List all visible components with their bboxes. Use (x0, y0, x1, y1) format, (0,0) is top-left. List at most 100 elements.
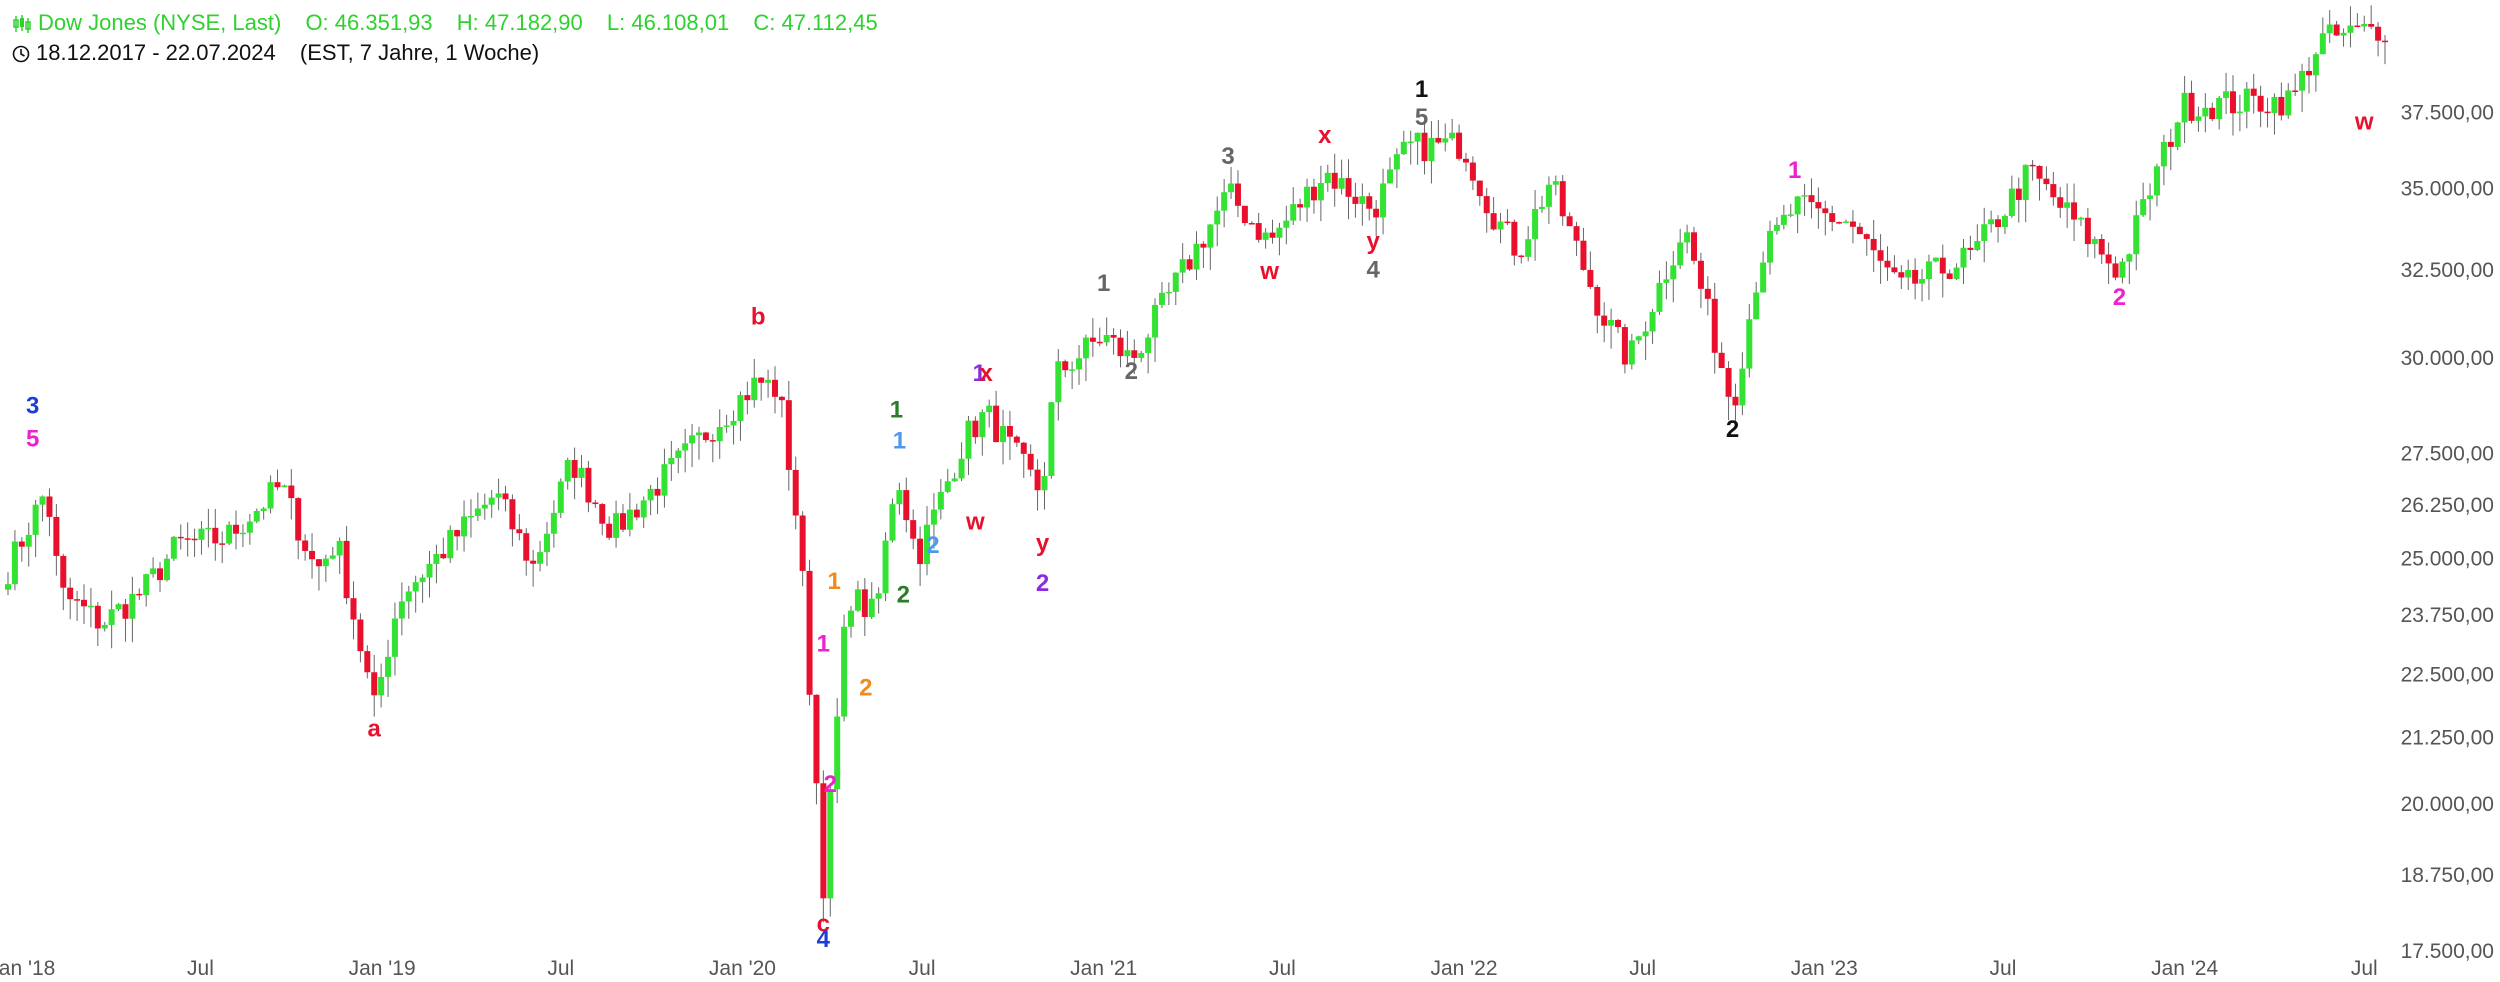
candle (1974, 224, 1981, 251)
x-tick-label: Jul (2351, 957, 2378, 980)
candle (1794, 195, 1801, 234)
candle (861, 578, 868, 637)
wave-label: y (1367, 228, 1381, 255)
candle (18, 537, 25, 562)
candle (2299, 63, 2306, 112)
candle (668, 440, 675, 481)
candle (702, 431, 709, 443)
candle (2292, 73, 2299, 96)
candle (834, 698, 841, 804)
candle (1559, 175, 1566, 226)
wave-label: 1 (817, 631, 830, 658)
x-tick-label: Jan '19 (349, 957, 416, 980)
candle (848, 605, 855, 638)
candle (1801, 184, 1808, 217)
candle (557, 478, 564, 518)
candle (2347, 6, 2354, 48)
candle (778, 395, 785, 418)
candle (1953, 263, 1960, 280)
candle (157, 561, 164, 592)
candle (226, 521, 233, 546)
candle (502, 485, 509, 512)
candle (467, 499, 474, 538)
candle (2216, 96, 2223, 130)
candle (2368, 5, 2375, 30)
candle (2160, 134, 2167, 186)
wave-label: 1 (973, 360, 986, 387)
candle (744, 381, 751, 415)
candle (350, 581, 357, 640)
candle (329, 547, 336, 560)
candle (1580, 227, 1587, 271)
candle (1905, 259, 1912, 291)
candle (447, 525, 454, 563)
candle (937, 479, 944, 520)
candle (2236, 94, 2243, 132)
candle (1856, 222, 1863, 235)
candle (177, 524, 184, 550)
candle (2257, 85, 2264, 128)
candle (378, 663, 385, 708)
x-tick-label: Jan '18 (0, 957, 55, 980)
candle (212, 508, 219, 561)
candle (1421, 119, 1428, 175)
candle (2271, 93, 2278, 135)
candle (1684, 224, 1691, 254)
candle (1027, 444, 1034, 477)
interval-info: (EST, 7 Jahre, 1 Woche) (299, 40, 540, 65)
candle (1870, 219, 1877, 272)
candle (827, 783, 834, 917)
candle (1462, 152, 1469, 172)
wave-label: 5 (1415, 104, 1428, 131)
candle (1601, 302, 1608, 343)
candle (606, 516, 613, 541)
candle (1331, 153, 1338, 207)
candle (322, 554, 329, 582)
candle (1214, 196, 1221, 247)
candle (2195, 106, 2202, 132)
candle (1739, 352, 1746, 416)
candle (412, 575, 419, 613)
candle (751, 358, 758, 408)
candle (1000, 409, 1007, 465)
candle (2264, 97, 2271, 128)
candle (854, 580, 861, 612)
candle (1843, 219, 1850, 223)
candle (143, 573, 150, 607)
instrument-name: Dow Jones (NYSE, Last) (38, 10, 282, 35)
candle (1255, 212, 1262, 243)
candle (1221, 179, 1228, 228)
candle (170, 535, 177, 561)
y-tick-label: 30.000,00 (2401, 347, 2494, 370)
candle (2147, 183, 2154, 221)
candle (1186, 255, 1193, 272)
candle (1760, 251, 1767, 293)
candle (2333, 20, 2340, 37)
candle (1476, 180, 1483, 206)
candle (1449, 118, 1456, 141)
candle (1552, 175, 1559, 196)
y-tick-label: 25.000,00 (2401, 548, 2494, 571)
wave-label: 4 (817, 926, 831, 953)
x-tick-label: Jan '22 (1430, 957, 1497, 980)
candle (426, 550, 433, 598)
candle (246, 513, 253, 545)
candle (1269, 219, 1276, 244)
candle (25, 522, 32, 567)
candle (122, 599, 129, 642)
candle (868, 582, 875, 620)
candle (1006, 410, 1013, 460)
candle (94, 602, 101, 647)
candle (1995, 215, 2002, 243)
candle (1691, 226, 1698, 265)
candle (1469, 156, 1476, 191)
y-tick-label: 18.750,00 (2401, 864, 2494, 887)
candle (1020, 441, 1027, 478)
candle (1034, 459, 1041, 511)
candle (1697, 252, 1704, 309)
candle (150, 557, 157, 578)
range-header: 18.12.2017 - 22.07.2024 (EST, 7 Jahre, 1… (12, 40, 543, 66)
x-tick-label: Jan '20 (709, 957, 776, 980)
candle (1248, 221, 1255, 225)
